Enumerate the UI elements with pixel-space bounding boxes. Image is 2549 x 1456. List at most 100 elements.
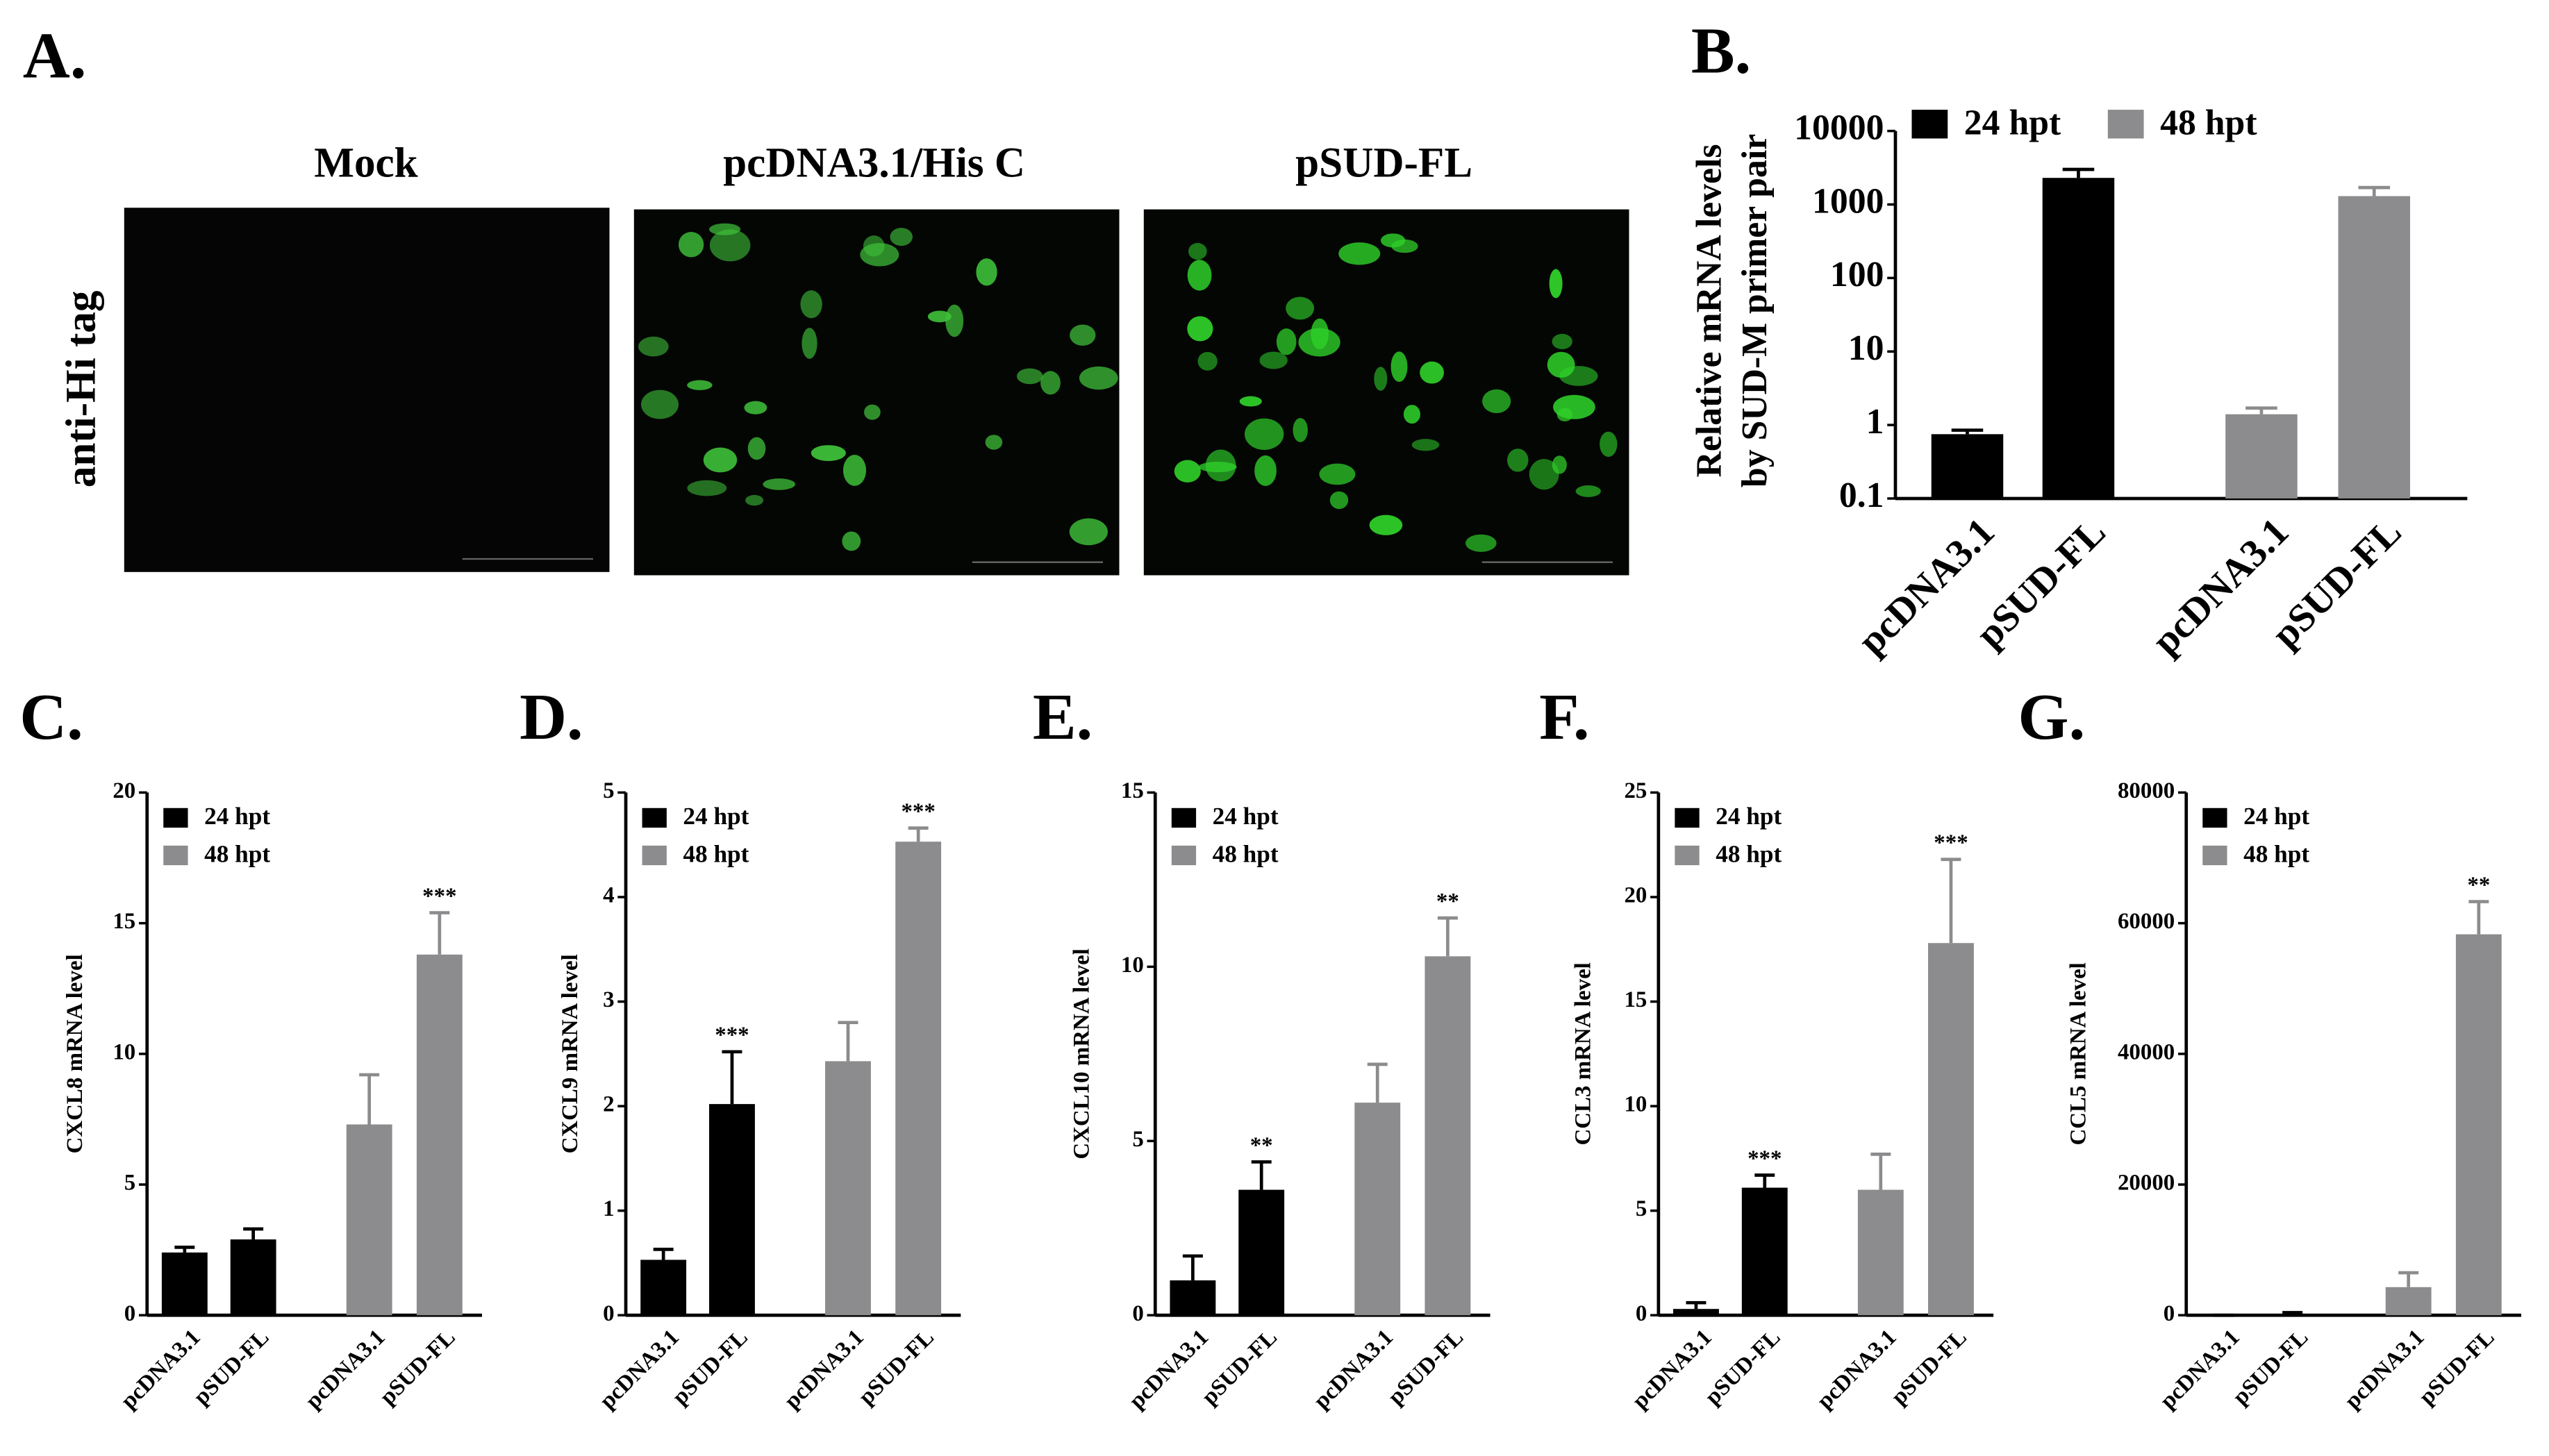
- y-tick-label: 60000: [2118, 909, 2175, 934]
- cell: [1239, 396, 1262, 407]
- x-tick-label: pcDNA3.1: [1812, 1325, 1901, 1414]
- legend-swatch: [642, 845, 667, 866]
- image-row-label: anti-Hi tag: [57, 290, 104, 487]
- x-tick-label: pcDNA3.1: [1850, 510, 2003, 663]
- x-tick-label: pSUD-FL: [375, 1325, 460, 1409]
- cell: [985, 435, 1003, 450]
- legend-swatch: [1911, 110, 1948, 139]
- cell: [638, 336, 669, 357]
- y-tick-label: 1000: [1812, 181, 1884, 221]
- x-tick-label: pcDNA3.1: [1309, 1325, 1398, 1414]
- cell: [1482, 389, 1511, 413]
- y-tick-label: 10: [1624, 1092, 1647, 1117]
- cell: [703, 447, 738, 473]
- legend-label: 24 hpt: [1964, 103, 2061, 142]
- micrograph: [124, 208, 610, 572]
- cell: [864, 404, 881, 420]
- cell: [1069, 518, 1108, 546]
- cell: [1411, 439, 1440, 451]
- legend-label: 48 hpt: [204, 840, 270, 867]
- x-tick-label: pSUD-FL: [667, 1325, 752, 1409]
- bar: [1857, 1189, 1904, 1316]
- y-tick-label: 0: [1132, 1301, 1143, 1326]
- x-tick-label: pSUD-FL: [854, 1325, 938, 1409]
- y-tick-label: 10: [1848, 328, 1884, 368]
- cell: [1575, 485, 1601, 497]
- legend-label: 48 hpt: [2160, 103, 2257, 142]
- bar: [2269, 1314, 2316, 1316]
- panel-label: D.: [520, 681, 583, 753]
- bar: [1741, 1187, 1788, 1316]
- cell: [1319, 463, 1356, 485]
- cell: [1254, 455, 1277, 486]
- y-tick-label: 15: [113, 909, 135, 934]
- cell: [1293, 417, 1308, 442]
- image-title: pcDNA3.1/His C: [723, 139, 1025, 186]
- y-tick-label: 5: [124, 1171, 135, 1196]
- cell: [687, 480, 727, 496]
- cell: [1276, 328, 1297, 355]
- y-tick-label: 10: [113, 1039, 135, 1064]
- legend-label: 48 hpt: [1716, 840, 1782, 867]
- y-axis-label: CXCL9 mRNA level: [558, 954, 583, 1153]
- bar: [2225, 414, 2298, 499]
- legend-label: 24 hpt: [2243, 803, 2309, 830]
- panel-label: F.: [1539, 681, 1589, 753]
- cell: [1403, 405, 1420, 424]
- legend-label: 24 hpt: [1213, 803, 1279, 830]
- significance: **: [2467, 873, 2490, 898]
- legend-swatch: [163, 845, 188, 866]
- cell: [744, 401, 767, 415]
- legend-label: 24 hpt: [1716, 803, 1782, 830]
- x-tick-label: pSUD-FL: [2228, 1325, 2313, 1409]
- cell: [1174, 460, 1201, 483]
- panel-label: C.: [19, 681, 83, 753]
- y-tick-label: 0: [1636, 1301, 1647, 1326]
- significance: ***: [715, 1023, 749, 1048]
- legend-swatch: [2107, 110, 2144, 139]
- x-tick-label: pSUD-FL: [1384, 1325, 1468, 1409]
- y-tick-label: 80000: [2118, 778, 2175, 803]
- bar: [1425, 956, 1471, 1316]
- significance: ***: [422, 884, 456, 909]
- legend-label: 24 hpt: [204, 803, 270, 830]
- cell: [1016, 368, 1043, 385]
- cell: [1529, 459, 1559, 490]
- significance: **: [1250, 1133, 1273, 1158]
- panel-label: E.: [1033, 681, 1093, 753]
- bar: [709, 1104, 755, 1316]
- x-tick-label: pcDNA3.1: [595, 1325, 684, 1414]
- cell: [708, 223, 741, 235]
- y-tick-label: 15: [1121, 778, 1144, 803]
- legend-label: 24 hpt: [683, 803, 749, 830]
- y-tick-label: 0: [124, 1301, 135, 1326]
- cell: [863, 235, 885, 257]
- cell: [678, 231, 704, 258]
- y-tick-label: 10: [1121, 953, 1144, 978]
- cell: [945, 304, 964, 337]
- x-tick-label: pcDNA3.1: [2155, 1325, 2244, 1414]
- cell: [1329, 491, 1349, 510]
- cell: [1420, 361, 1444, 384]
- x-tick-label: pSUD-FL: [1197, 1325, 1282, 1409]
- cell: [842, 531, 861, 551]
- legend-label: 48 hpt: [2243, 840, 2309, 867]
- x-tick-label: pSUD-FL: [2414, 1325, 2499, 1409]
- panel-label: A.: [23, 19, 86, 92]
- cell: [1197, 351, 1218, 371]
- bar: [416, 954, 463, 1316]
- x-tick-label: pcDNA3.1: [1628, 1325, 1717, 1414]
- bar: [640, 1260, 687, 1316]
- cell: [1549, 269, 1563, 299]
- panel-label: B.: [1691, 15, 1751, 87]
- y-axis-label: by SUD-M primer pair: [1735, 134, 1775, 487]
- bar: [2455, 934, 2502, 1316]
- x-tick-label: pSUD-FL: [1886, 1325, 1971, 1409]
- x-tick-label: pcDNA3.1: [780, 1325, 869, 1414]
- cell: [1338, 242, 1381, 265]
- bar: [1238, 1189, 1285, 1316]
- legend-swatch: [642, 808, 667, 828]
- cell: [763, 478, 796, 490]
- y-tick-label: 0: [2164, 1301, 2175, 1326]
- bar: [1170, 1280, 1216, 1316]
